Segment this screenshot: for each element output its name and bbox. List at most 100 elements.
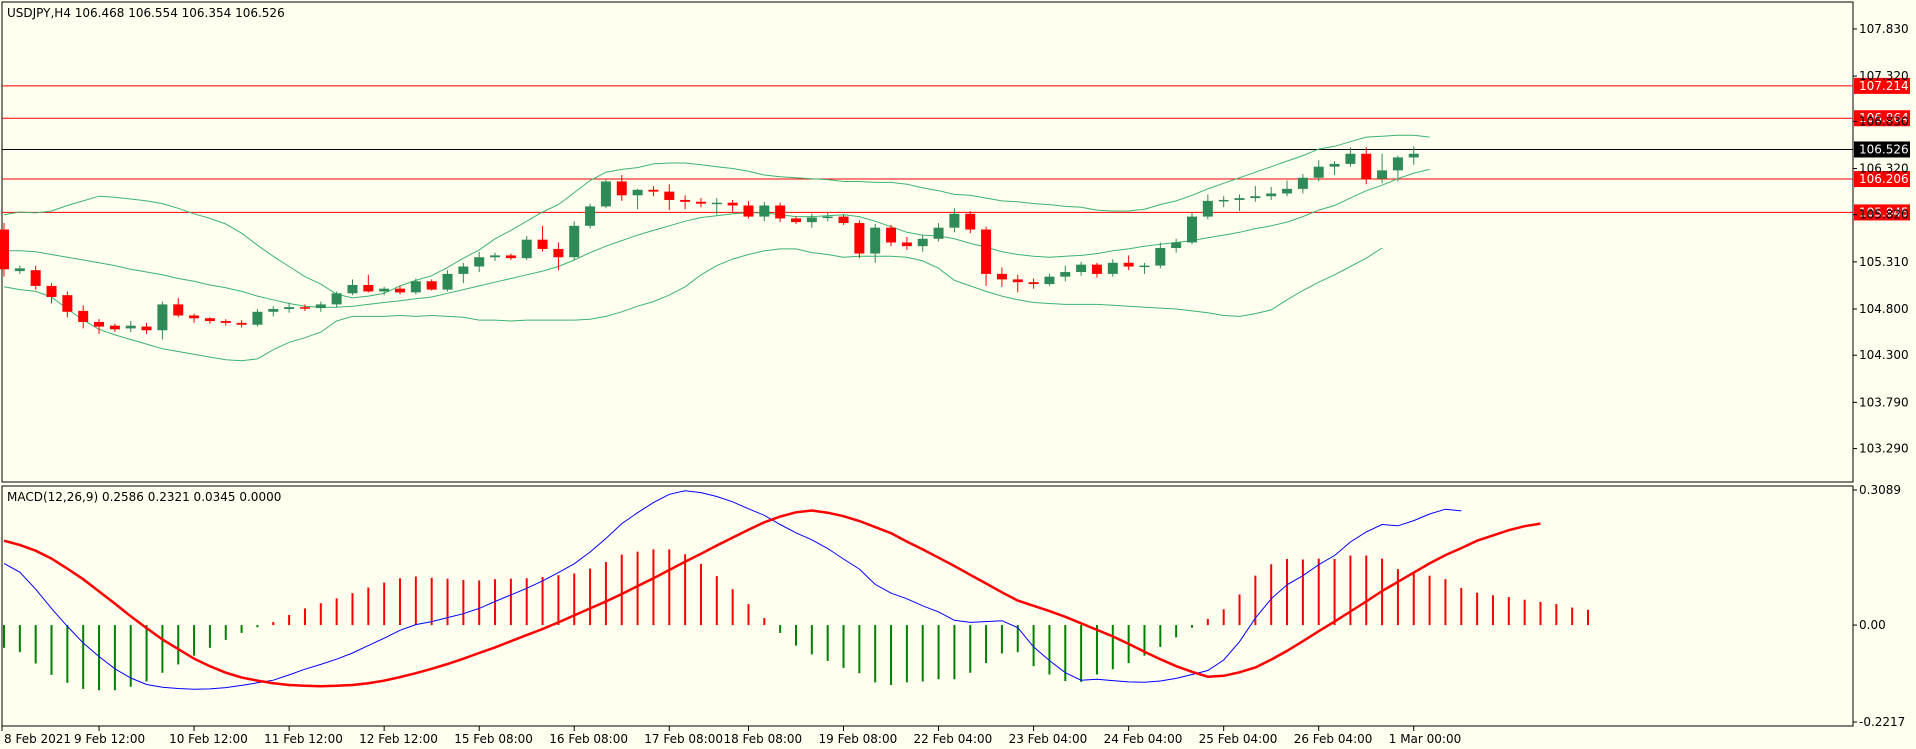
candle[interactable] [901, 236, 912, 250]
candle[interactable] [616, 174, 627, 201]
candle[interactable] [917, 235, 928, 252]
candle[interactable] [600, 179, 611, 209]
candlesticks[interactable] [0, 146, 1419, 340]
candle[interactable] [1012, 274, 1023, 293]
candle[interactable] [949, 208, 960, 233]
candle[interactable] [632, 188, 643, 210]
candle[interactable] [347, 279, 358, 296]
candle[interactable] [1234, 194, 1245, 212]
candle[interactable] [521, 235, 532, 261]
candle[interactable] [78, 305, 89, 329]
candle[interactable] [173, 297, 184, 318]
candle[interactable] [1218, 196, 1229, 208]
candle[interactable] [505, 253, 516, 261]
candle-body [806, 217, 817, 223]
candle-body [727, 202, 738, 206]
candle[interactable] [458, 262, 469, 284]
candle[interactable] [553, 242, 564, 271]
candle[interactable] [1202, 194, 1213, 220]
candle[interactable] [648, 186, 659, 197]
candle[interactable] [822, 212, 833, 222]
candle[interactable] [1028, 278, 1039, 289]
candle[interactable] [252, 309, 263, 327]
candle[interactable] [743, 200, 754, 219]
candle[interactable] [220, 319, 231, 326]
candle[interactable] [94, 319, 105, 334]
candle[interactable] [299, 304, 310, 311]
candle[interactable] [1107, 259, 1118, 277]
candle[interactable] [1123, 255, 1134, 271]
candle[interactable] [759, 201, 770, 222]
candle[interactable] [569, 221, 580, 261]
candle[interactable] [1076, 261, 1087, 276]
candle-body [791, 218, 801, 223]
candle[interactable] [30, 265, 41, 290]
candle[interactable] [1361, 147, 1372, 185]
candle[interactable] [379, 286, 390, 296]
candle[interactable] [1408, 146, 1419, 165]
candle[interactable] [886, 224, 897, 247]
candle[interactable] [125, 321, 136, 333]
candle[interactable] [1155, 242, 1166, 269]
candle[interactable] [711, 198, 722, 215]
candle[interactable] [791, 216, 801, 224]
candle[interactable] [585, 203, 596, 229]
candle[interactable] [442, 270, 453, 292]
candle[interactable] [838, 214, 849, 225]
candle[interactable] [1044, 273, 1055, 286]
candle-body [1202, 200, 1213, 217]
candle[interactable] [1250, 186, 1261, 202]
candle[interactable] [236, 320, 247, 328]
candle[interactable] [695, 198, 706, 208]
candle[interactable] [363, 274, 374, 293]
candle[interactable] [1091, 262, 1102, 278]
candle[interactable] [268, 306, 279, 317]
candle[interactable] [727, 199, 738, 212]
candle[interactable] [1313, 160, 1324, 182]
price-tick-label: 103.290 [1859, 442, 1909, 456]
candle[interactable] [474, 251, 485, 273]
level-label: 107.214 [1859, 79, 1909, 93]
candle[interactable] [315, 301, 326, 312]
candle[interactable] [410, 278, 421, 295]
candle[interactable] [284, 302, 295, 313]
candle[interactable] [537, 225, 548, 252]
candle[interactable] [933, 223, 944, 242]
candle[interactable] [141, 322, 152, 334]
candle[interactable] [965, 211, 976, 234]
candle[interactable] [204, 317, 215, 324]
candle[interactable] [806, 213, 817, 228]
candle[interactable] [664, 184, 675, 211]
candle[interactable] [996, 267, 1007, 287]
candle[interactable] [331, 291, 342, 308]
candle[interactable] [426, 279, 437, 291]
candle[interactable] [109, 323, 120, 333]
bollinger-lower [3, 247, 1383, 362]
candle-body [648, 189, 659, 192]
candle[interactable] [1392, 155, 1403, 182]
candle[interactable] [14, 265, 25, 274]
candle[interactable] [680, 195, 691, 210]
candle-body [299, 307, 310, 309]
candle[interactable] [62, 291, 73, 318]
candle[interactable] [775, 202, 786, 223]
candle[interactable] [1345, 147, 1356, 167]
candle[interactable] [157, 301, 168, 340]
candle[interactable] [1139, 262, 1150, 274]
candle[interactable] [1377, 153, 1388, 184]
candle[interactable] [189, 313, 200, 323]
candle[interactable] [1297, 174, 1308, 194]
candle[interactable] [395, 285, 405, 295]
candle[interactable] [870, 223, 881, 263]
candle[interactable] [1329, 161, 1340, 175]
candle[interactable] [1171, 238, 1182, 253]
candle[interactable] [1282, 180, 1293, 197]
candle[interactable] [854, 220, 865, 259]
candle[interactable] [1187, 212, 1197, 245]
candle[interactable] [1060, 265, 1071, 282]
candle[interactable] [490, 252, 501, 261]
candle[interactable] [0, 223, 9, 277]
candle[interactable] [1266, 187, 1277, 200]
candle[interactable] [46, 283, 57, 304]
candle[interactable] [981, 226, 992, 286]
